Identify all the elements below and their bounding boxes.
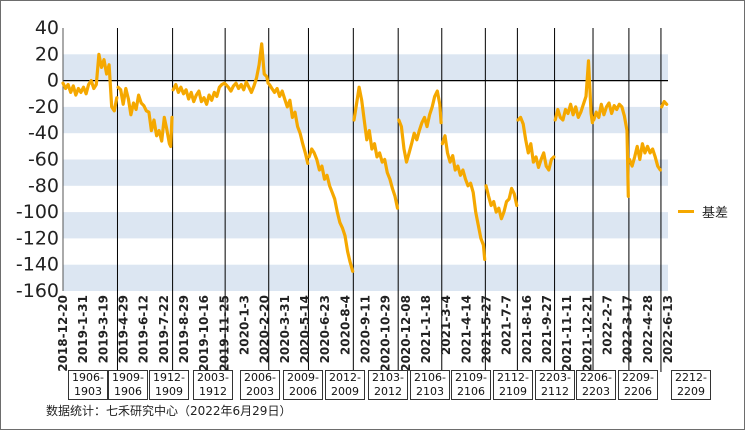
- x-tick-label: 2021-11-11: [560, 295, 574, 372]
- series-line-segment: [484, 184, 519, 221]
- series-line-segment: [116, 85, 174, 148]
- y-tick-label: -140: [16, 254, 59, 276]
- x-tick-label: 2021-12-21: [580, 295, 594, 372]
- y-tick-label: 20: [35, 43, 59, 65]
- y-tick-label: -40: [28, 122, 59, 144]
- contract-box: 1906- 1903: [68, 370, 108, 400]
- y-tick-label: 0: [47, 70, 59, 92]
- x-tick-label: 2022-6-13: [661, 295, 675, 363]
- series-line-segment: [352, 85, 400, 210]
- x-tick-label: 2020-5-14: [298, 295, 312, 363]
- contract-box: 2206- 2203: [576, 370, 616, 400]
- x-tick-label: 2020-1-3: [238, 295, 252, 355]
- series-lines: [61, 42, 669, 273]
- series-line-segment: [660, 100, 669, 109]
- x-tick-label: 2021-4-14: [459, 295, 473, 363]
- x-tick-label: 2022-4-28: [641, 295, 655, 363]
- contract-box: 2006- 2003: [240, 370, 280, 400]
- x-tick-label: 2021-3-4: [439, 295, 453, 355]
- x-tick-label: 2021-5-27: [480, 295, 494, 363]
- series-line-segment: [224, 42, 270, 94]
- contract-dividers: [62, 28, 662, 372]
- contract-box: 2003- 1912: [193, 370, 233, 400]
- x-tick-label: 2020-9-11: [359, 295, 373, 363]
- x-tick-label: 2019-6-12: [137, 295, 151, 363]
- y-tick-label: -160: [16, 280, 59, 302]
- grid-bands: [63, 54, 668, 291]
- source-note: 数据统计：七禾研究中心（2022年6月29日）: [46, 404, 292, 418]
- x-tick-label: 2021-9-27: [540, 295, 554, 363]
- legend-label: 基差: [702, 206, 729, 221]
- y-tick-label: 40: [35, 17, 59, 39]
- x-tick-label: 2020-8-4: [338, 295, 352, 355]
- x-tick-label: 2020-12-08: [399, 295, 413, 372]
- x-tick-label: 2019-8-29: [177, 295, 191, 363]
- x-tick-label: 2019-4-29: [117, 295, 131, 363]
- x-tick-label: 2018-12-20: [56, 295, 70, 372]
- x-tick-label: 2019-11-25: [217, 295, 231, 372]
- y-tick-label: -60: [28, 149, 59, 171]
- series-line-segment: [627, 142, 662, 172]
- x-tick-label: 2020-10-29: [379, 295, 393, 372]
- x-tick-label: 2022-3-17: [621, 295, 635, 363]
- series-line-segment: [397, 89, 443, 164]
- y-tick-label: -100: [16, 201, 59, 223]
- grid-band: [63, 54, 668, 81]
- x-tick-label: 2020-3-31: [278, 295, 292, 363]
- y-tick-label: -20: [28, 96, 59, 118]
- contract-box: 2212- 2209: [671, 370, 711, 400]
- contract-box: 2203- 2112: [535, 370, 575, 400]
- series-line-segment: [171, 81, 227, 106]
- contract-box: 2112- 2109: [493, 370, 533, 400]
- y-tick-label: -80: [28, 175, 59, 197]
- grid-band: [63, 264, 668, 291]
- x-tick-label: 2019-10-16: [197, 295, 211, 372]
- contract-box: 2209- 2206: [618, 370, 658, 400]
- series-line-segment: [440, 134, 487, 261]
- contract-box: 2012- 2009: [325, 370, 365, 400]
- contract-box: 1912- 1909: [149, 370, 189, 400]
- legend: 基差: [678, 202, 728, 221]
- x-tick-label: 2020-6-23: [318, 295, 332, 363]
- series-line-segment: [267, 82, 310, 165]
- contract-box: 2009- 2006: [283, 370, 323, 400]
- x-tick-label: 2019-1-31: [76, 295, 90, 363]
- x-tick-label: 2021-7-7: [500, 295, 514, 355]
- x-tick-label: 2021-8-16: [520, 295, 534, 363]
- series-line-segment: [307, 147, 355, 273]
- y-axis-ticks: 40 20 0 -20 -40 -60 -80 -100 -120 -140 -160: [16, 17, 59, 302]
- series-line-segment: [592, 101, 630, 198]
- contract-box: 2103- 2012: [368, 370, 408, 400]
- contract-box: 2106- 2103: [410, 370, 450, 400]
- x-tick-label: 2019-3-19: [96, 295, 110, 363]
- legend-swatch: [678, 210, 694, 213]
- contract-box: 2109- 2106: [451, 370, 491, 400]
- series-line-segment: [516, 115, 556, 172]
- x-axis-ticks: 2018-12-20 2019-1-31 2019-3-19 2019-4-29 201…: [56, 295, 675, 372]
- contract-box: 1909- 1906: [108, 370, 148, 400]
- x-tick-label: 2019-7-22: [157, 295, 171, 363]
- grid-band: [63, 159, 668, 186]
- series-line-segment: [553, 59, 594, 125]
- y-tick-label: -120: [16, 227, 59, 249]
- grid-band: [63, 212, 668, 239]
- x-tick-label: 2021-1-18: [419, 295, 433, 363]
- series-line-segment: [61, 52, 119, 113]
- x-tick-label: 2020-2-20: [258, 295, 272, 363]
- x-tick-label: 2022-2-7: [601, 295, 615, 355]
